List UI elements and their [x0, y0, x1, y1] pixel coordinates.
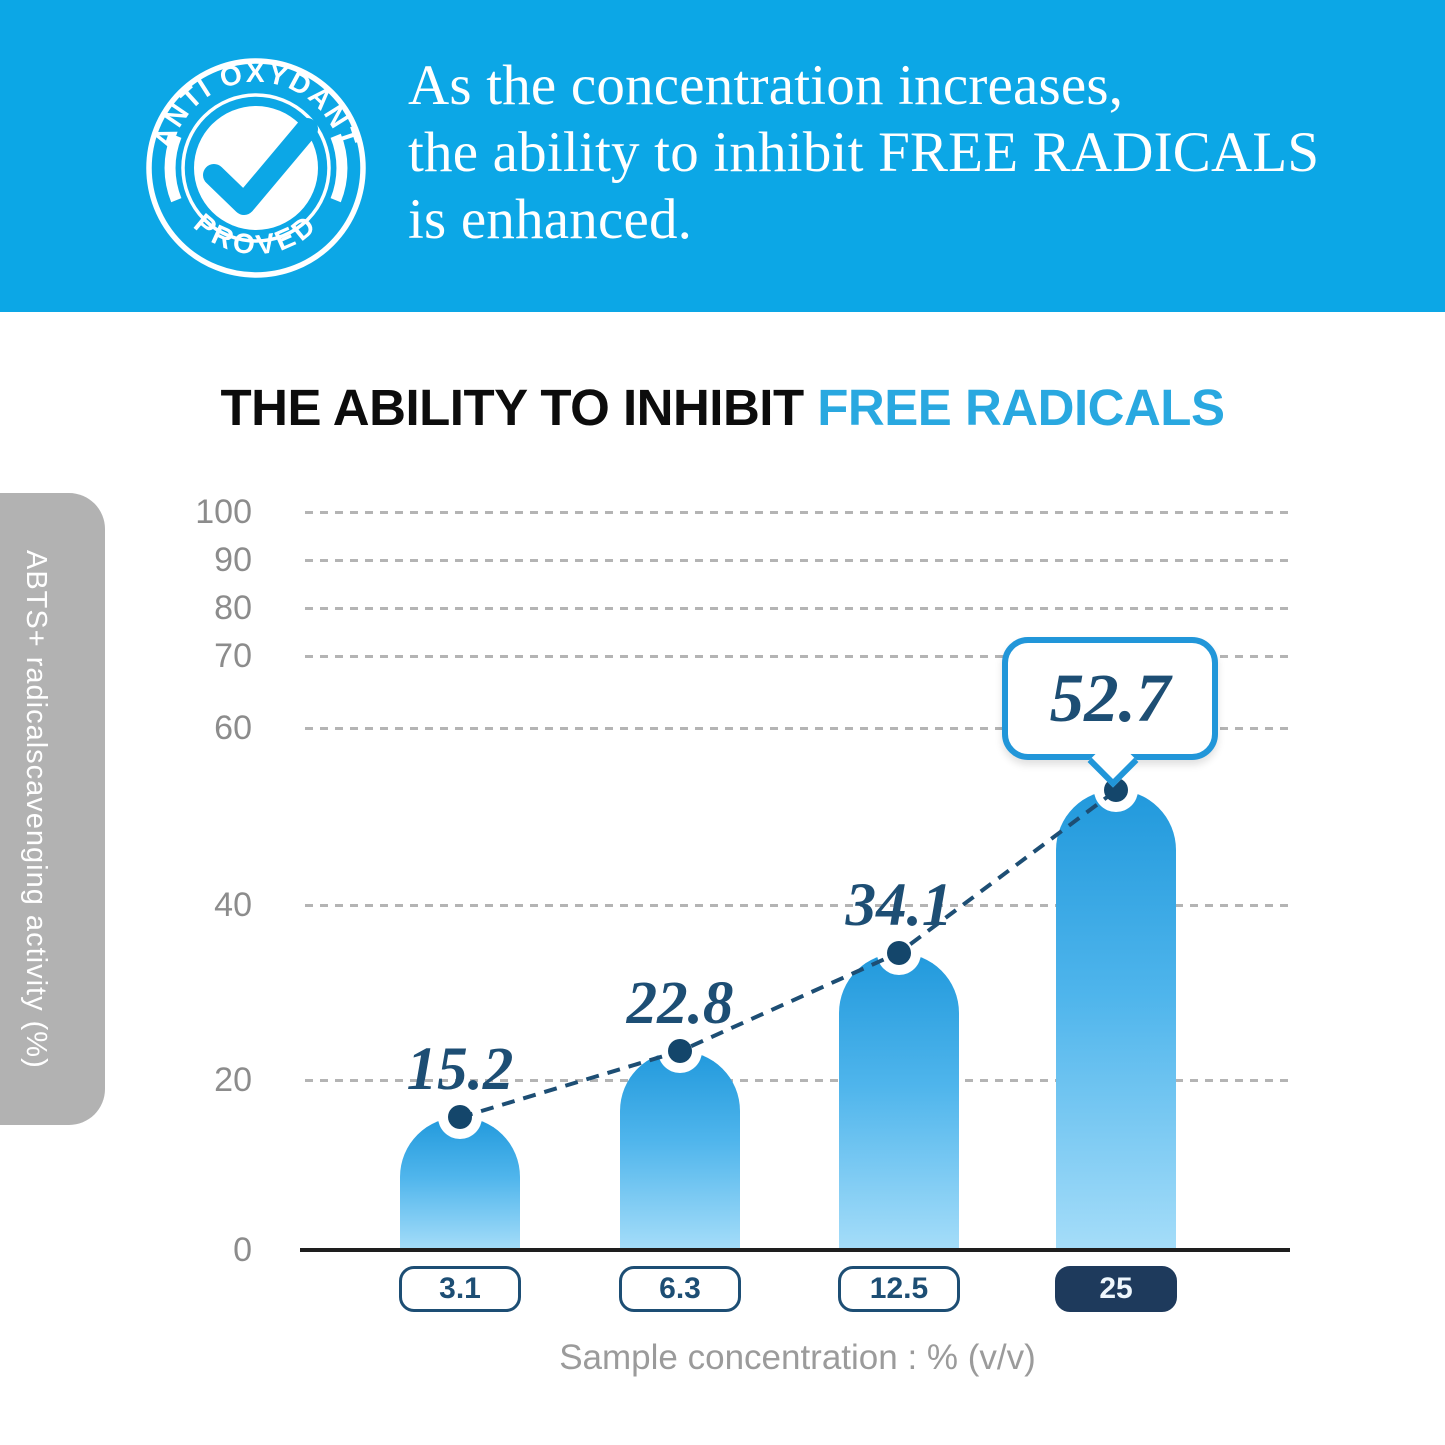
title-black-part: THE ABILITY TO INHIBIT	[220, 379, 818, 436]
gridline-80	[305, 607, 1290, 610]
gridline-90	[305, 559, 1290, 562]
bar-3.1	[400, 1117, 520, 1250]
y-tick-label-100: 100	[195, 493, 252, 531]
title-blue-part: FREE RADICALS	[817, 379, 1225, 436]
checkmark-icon	[203, 118, 318, 215]
x-axis-caption: Sample concentration : % (v/v)	[559, 1338, 1036, 1377]
y-tick-label-0: 0	[233, 1231, 252, 1269]
antioxidant-proved-stamp-icon: ANTI OXYDANT PROVED	[146, 57, 366, 278]
data-point-dot-22.8	[668, 1039, 692, 1064]
gridline-70	[305, 655, 1290, 658]
bar-12.5	[839, 952, 959, 1250]
bar-25	[1056, 790, 1176, 1250]
data-point-dot-15.2	[448, 1105, 472, 1130]
x-category-pill-6.3: 6.3	[619, 1266, 741, 1312]
y-tick-label-90: 90	[214, 541, 252, 579]
y-tick-label-60: 60	[214, 709, 252, 747]
gridline-100	[305, 511, 1290, 514]
data-point-dot-34.1	[887, 940, 911, 965]
gridline-60	[305, 727, 1290, 730]
banner-line-3: is enhanced.	[408, 188, 693, 251]
page-title: THE ABILITY TO INHIBIT FREE RADICALS	[0, 378, 1445, 437]
y-tick-label-40: 40	[214, 886, 252, 924]
bar-value-label-34.1: 34.1	[845, 871, 953, 939]
x-category-pill-12.5: 12.5	[838, 1266, 960, 1312]
bar-value-label-15.2: 15.2	[406, 1036, 514, 1104]
banner-headline: As the concentration increases, the abil…	[408, 52, 1319, 253]
y-axis-label-pill: ABTS+ radicalscavenging activity (%)	[0, 493, 105, 1125]
banner-line-2: the ability to inhibit FREE RADICALS	[408, 121, 1320, 184]
x-category-pill-25: 25	[1055, 1266, 1177, 1312]
banner: ANTI OXYDANT PROVED As the concentration…	[0, 0, 1445, 312]
banner-line-1: As the concentration increases,	[408, 54, 1124, 117]
y-tick-label-70: 70	[214, 637, 252, 675]
x-axis-line	[300, 1248, 1290, 1252]
x-category-pill-3.1: 3.1	[399, 1266, 521, 1312]
bar-value-label-22.8: 22.8	[626, 970, 734, 1038]
bar-6.3	[620, 1051, 740, 1250]
y-axis-label: ABTS+ radicalscavenging activity (%)	[20, 549, 52, 1069]
y-tick-label-80: 80	[214, 589, 252, 627]
y-tick-label-20: 20	[214, 1061, 252, 1099]
